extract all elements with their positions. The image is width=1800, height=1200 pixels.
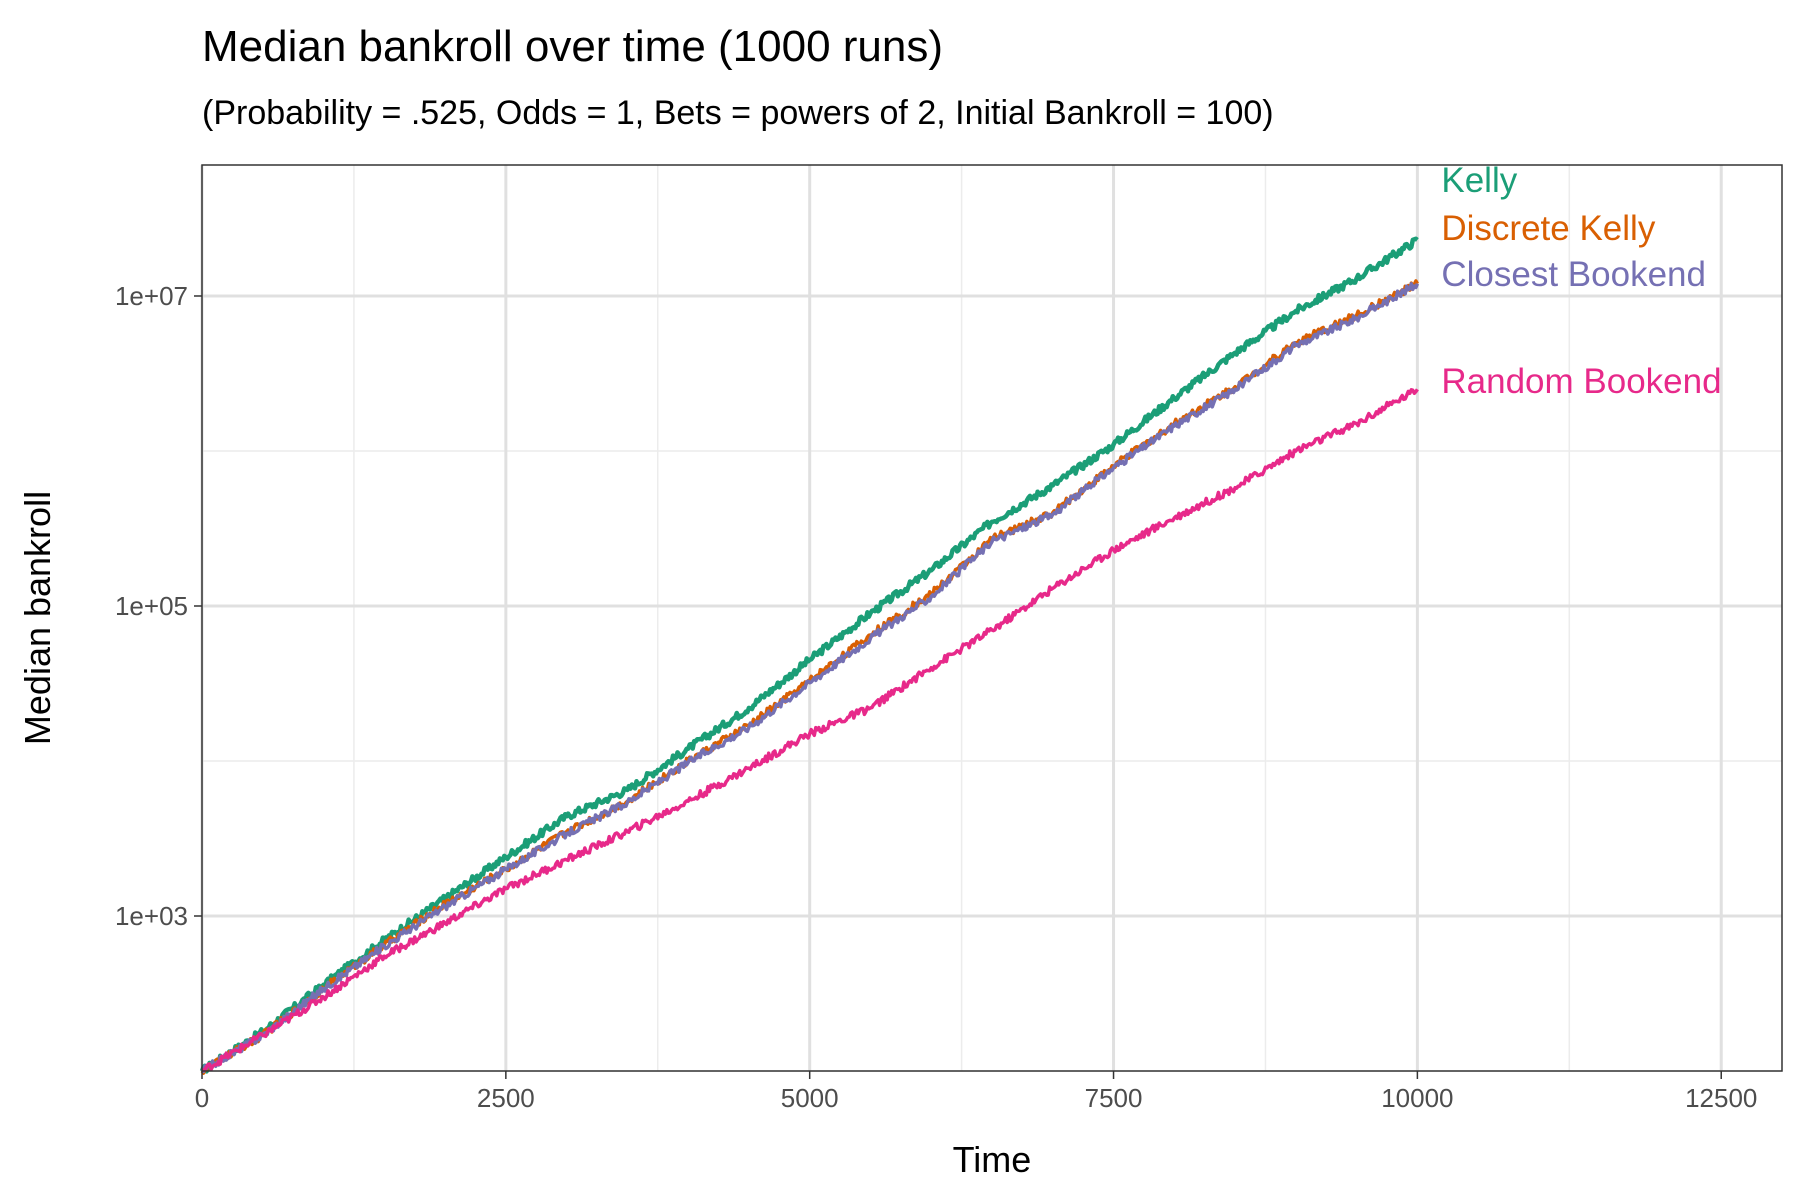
series-line-closest-bookend [201, 282, 1420, 1074]
series-labels: Kelly Discrete Kelly Closest Bookend Random… [1441, 161, 1721, 401]
series-label-closest-bookend: Closest Bookend [1441, 255, 1706, 294]
y-axis: 1e+03 1e+05 1e+07 [115, 281, 202, 931]
x-tick-label: 12500 [1685, 1083, 1757, 1113]
y-tick-label: 1e+03 [115, 901, 188, 931]
chart-subtitle: (Probability = .525, Odds = 1, Bets = po… [202, 94, 1274, 132]
chart-title: Median bankroll over time (1000 runs) [202, 22, 944, 71]
x-tick-label: 7500 [1085, 1083, 1143, 1113]
plot-border [201, 164, 1783, 1072]
y-axis-title: Median bankroll [17, 491, 58, 745]
x-tick-label: 10000 [1381, 1083, 1453, 1113]
x-tick-label: 2500 [477, 1083, 535, 1113]
x-tick-label: 0 [195, 1083, 209, 1113]
x-tick-label: 5000 [781, 1083, 839, 1113]
series-label-random-bookend: Random Bookend [1441, 362, 1721, 401]
series-line-random-bookend [200, 388, 1419, 1073]
series-label-kelly: Kelly [1441, 161, 1517, 200]
y-tick-label: 1e+05 [115, 591, 188, 621]
plot-background [202, 165, 1782, 1071]
x-axis-title: Time [953, 1139, 1032, 1180]
x-axis: 0 2500 5000 7500 10000 12500 [195, 1071, 1757, 1113]
y-tick-label: 1e+07 [115, 281, 188, 311]
series-label-discrete-kelly: Discrete Kelly [1441, 209, 1655, 248]
series-lines [199, 236, 1420, 1075]
